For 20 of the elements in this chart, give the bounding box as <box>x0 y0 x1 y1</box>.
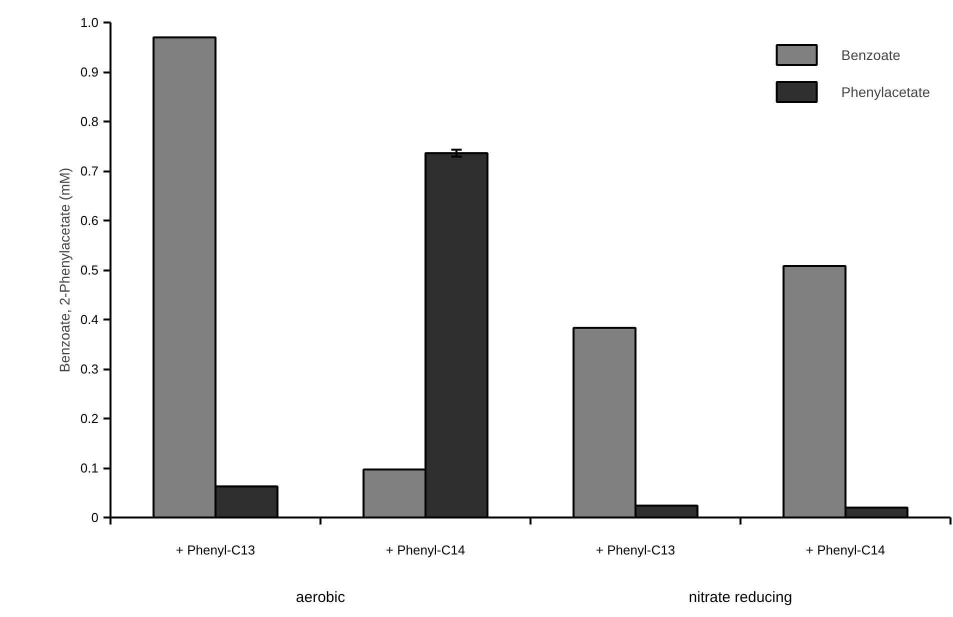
x-tick-label: + Phenyl-C13 <box>176 542 256 558</box>
y-tick-label: 0.7 <box>80 164 99 178</box>
legend-label: Benzoate <box>841 46 900 62</box>
legend-label: Phenylacetate <box>841 84 930 100</box>
x-tick-label: + Phenyl-C13 <box>596 542 676 558</box>
y-axis-title: Benzoate, 2-Phenylacetate (mM) <box>56 168 72 372</box>
y-tick-label: 0.6 <box>80 213 99 228</box>
y-tick-label: 0.4 <box>80 312 99 327</box>
x-tick-label: + Phenyl-C14 <box>806 542 886 558</box>
y-tick-label: 1.0 <box>80 15 99 30</box>
text: nitrate reducing <box>688 589 792 606</box>
y-tick-label: 0.2 <box>80 411 99 426</box>
y-tick-label: 0.3 <box>80 362 99 376</box>
y-tick-label: 0.8 <box>80 114 99 129</box>
x-tick-label: + Phenyl-C14 <box>386 542 466 558</box>
y-tick-label: 0 <box>91 510 99 525</box>
text: aerobic <box>296 589 346 606</box>
y-tick-label: 0.5 <box>80 262 99 278</box>
y-tick-label: 0.9 <box>80 64 99 80</box>
y-tick-label: 0.1 <box>80 460 99 476</box>
